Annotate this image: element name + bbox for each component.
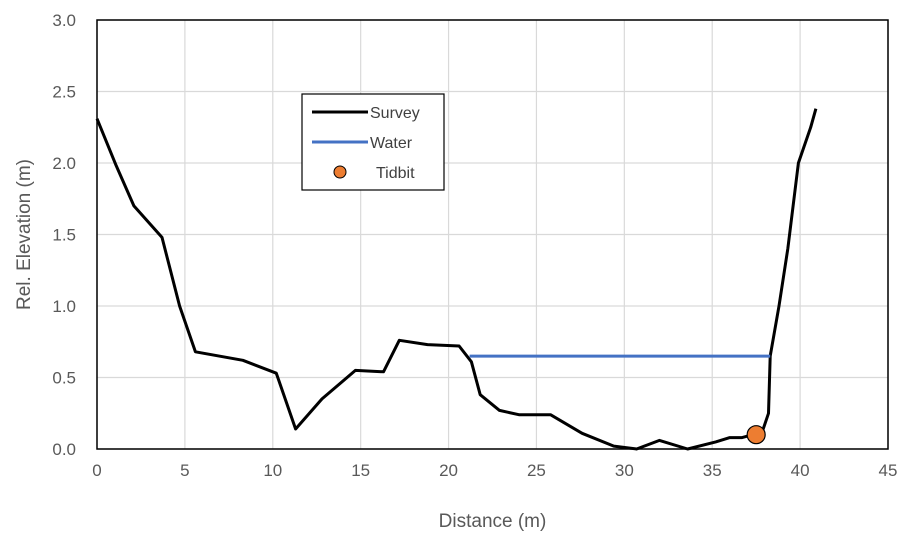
x-tick-label: 30 [615, 461, 634, 480]
x-tick-label: 10 [263, 461, 282, 480]
legend-tidbit-label: Tidbit [376, 165, 415, 182]
y-axis-title: Rel. Elevation (m) [14, 159, 35, 310]
tick-labels: 0 5 10 15 20 25 30 35 40 45 0.0 0.5 1.0 1.5 2.0 2.5 3.0 [52, 11, 897, 480]
legend-tidbit-swatch [333, 165, 347, 179]
x-tick-label: 15 [351, 461, 370, 480]
x-tick-label: 20 [439, 461, 458, 480]
y-tick-label: 1.5 [52, 226, 76, 245]
y-tick-label: 1.0 [52, 297, 76, 316]
y-tick-label: 0.0 [52, 440, 76, 459]
series-layer [95, 108, 818, 451]
plot-area-frame [96, 19, 889, 450]
y-tick-label: 3.0 [52, 11, 76, 30]
x-tick-label: 45 [879, 461, 898, 480]
x-tick-label: 25 [527, 461, 546, 480]
x-axis-title: Distance (m) [439, 511, 547, 532]
legend-survey-label: Survey [370, 105, 420, 122]
survey-series-line [95, 108, 818, 451]
tidbit-point [746, 425, 766, 445]
x-tick-label: 0 [92, 461, 101, 480]
x-tick-label: 5 [180, 461, 189, 480]
legend-water-label: Water [370, 135, 413, 152]
y-tick-label: 0.5 [52, 369, 76, 388]
x-tick-label: 40 [791, 461, 810, 480]
x-tick-label: 35 [703, 461, 722, 480]
legend: Survey Water Tidbit [301, 93, 445, 191]
y-tick-label: 2.0 [52, 154, 76, 173]
y-tick-label: 2.5 [52, 83, 76, 102]
